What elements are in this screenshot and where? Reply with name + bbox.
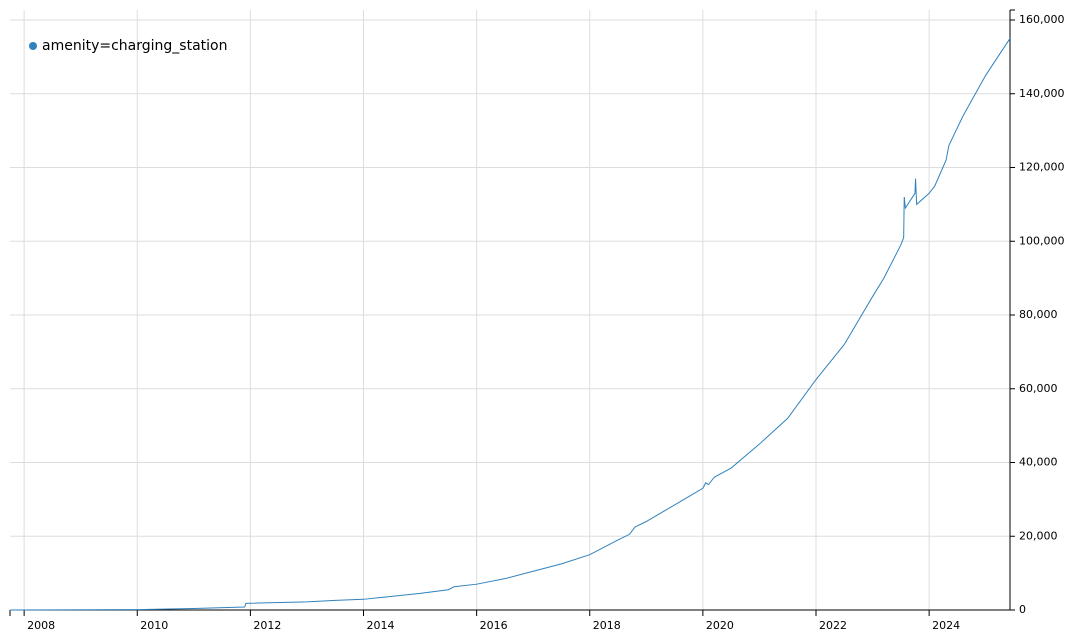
legend-label: amenity=charging_station [42,38,227,54]
x-tick-label: 2008 [27,619,55,632]
y-tick-label: 160,000 [1019,13,1065,26]
y-tick-label: 120,000 [1019,161,1065,174]
x-tick-label: 2024 [932,619,960,632]
x-tick-label: 2010 [140,619,168,632]
y-tick-label: 40,000 [1019,456,1058,469]
legend-marker [29,42,37,50]
x-tick-label: 2022 [819,619,847,632]
x-tick-label: 2016 [480,619,508,632]
series-line [9,38,1011,611]
y-tick-label: 100,000 [1019,234,1065,247]
y-tick-label: 20,000 [1019,529,1058,542]
x-tick-label: 2018 [593,619,621,632]
y-tick-label: 140,000 [1019,87,1065,100]
y-tick-label: 0 [1019,603,1026,616]
x-tick-label: 2014 [367,619,395,632]
y-tick-label: 60,000 [1019,382,1058,395]
x-tick-label: 2020 [706,619,734,632]
y-tick-label: 80,000 [1019,308,1058,321]
x-tick-label: 2012 [253,619,281,632]
